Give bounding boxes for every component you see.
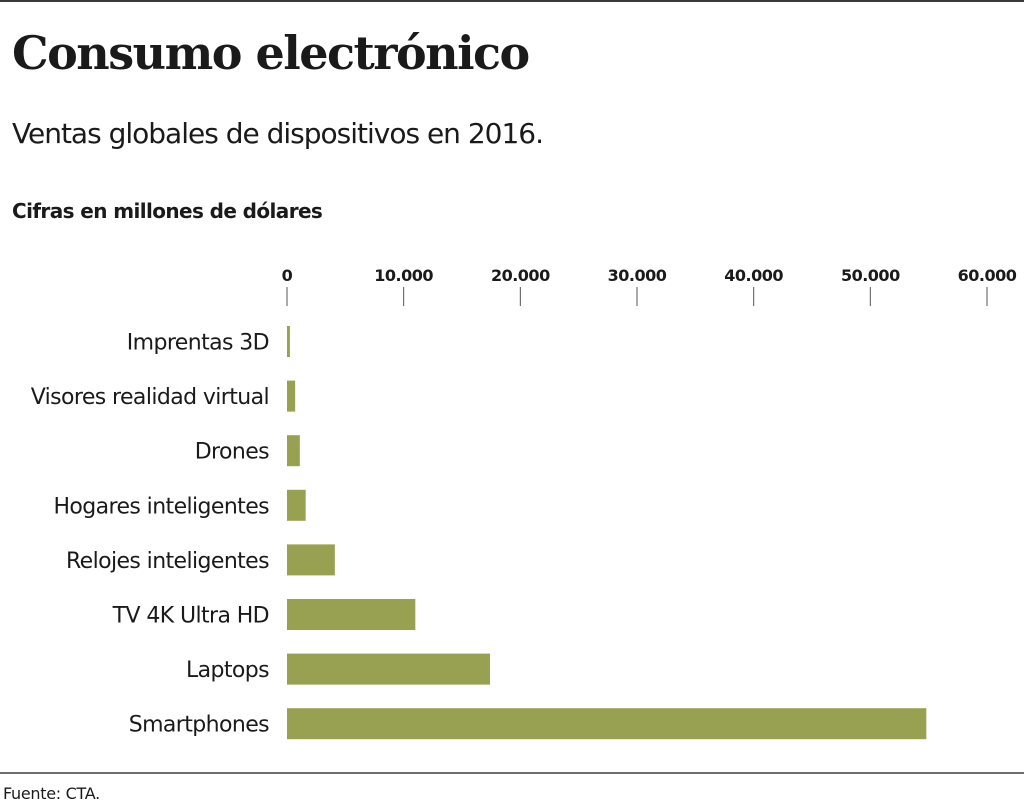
bar (287, 326, 290, 357)
x-tick-label: 20.000 (491, 266, 550, 285)
x-tick-label: 30.000 (608, 266, 667, 285)
bar (287, 544, 335, 576)
x-axis: 0 10.000 20.000 30.000 40.000 50.000 60.000 (282, 266, 1017, 306)
bar (287, 380, 296, 412)
bottom-rule (0, 772, 1024, 774)
bar (287, 435, 300, 467)
x-tick-label: 0 (282, 266, 293, 285)
top-rule (0, 0, 1024, 2)
x-tick-label: 60.000 (958, 266, 1017, 285)
chart-subtitle: Ventas globales de dispositivos en 2016. (12, 117, 544, 150)
category-label: TV 4K Ultra HD (112, 604, 269, 629)
category-label: Laptops (186, 658, 269, 683)
bar (287, 599, 416, 630)
x-tick-label: 50.000 (841, 266, 900, 285)
unit-label: Cifras en millones de dólares (12, 199, 323, 223)
bar-chart: 0 10.000 20.000 30.000 40.000 50.000 60.000 Im… (31, 266, 1017, 740)
category-label: Imprentas 3D (127, 331, 269, 356)
bar (287, 653, 490, 685)
chart-title: Consumo electrónico (12, 26, 530, 80)
category-labels: Imprentas 3D Visores realidad virtual Dron… (31, 331, 270, 738)
bars (287, 326, 927, 740)
x-tick-label: 10.000 (374, 266, 433, 285)
category-label: Hogares inteligentes (53, 494, 269, 519)
category-label: Relojes inteligentes (66, 549, 269, 574)
bar (287, 708, 927, 740)
x-tick-label: 40.000 (724, 266, 783, 285)
bar (287, 489, 306, 521)
source-note: Fuente: CTA. (3, 784, 100, 803)
category-label: Smartphones (129, 713, 269, 738)
category-label: Visores realidad virtual (31, 385, 269, 410)
category-label: Drones (195, 440, 269, 465)
